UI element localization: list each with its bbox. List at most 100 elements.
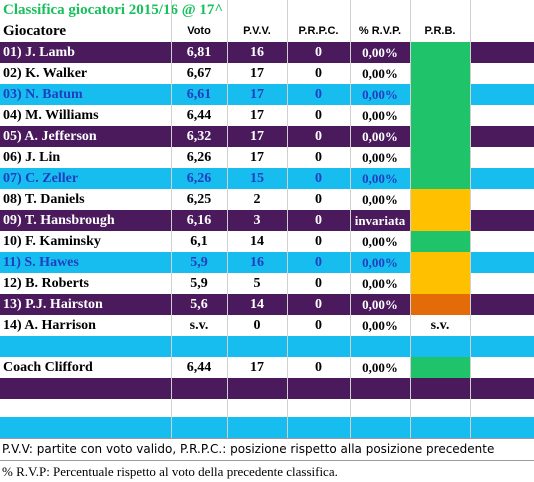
coach-name: Coach Clifford: [3, 360, 93, 375]
cell-prpc: 0: [315, 66, 322, 81]
cell-pvv: 16: [250, 255, 264, 270]
cell-name: 01) J. Lamb: [3, 45, 75, 60]
cell-pvv: 5: [253, 276, 261, 291]
table-row: 13) P.J. Hairston 5,6 14 0 0,00%: [0, 294, 534, 315]
cell-voto: 5,6: [190, 297, 208, 312]
cell-voto: 6,81: [186, 45, 212, 60]
header-name: Giocatore: [3, 23, 67, 39]
cell-prpc: 0: [315, 108, 322, 123]
table-row: 09) T. Hansbrough 6,16 3 0 invariata: [0, 210, 534, 231]
cell-prpc: 0: [315, 318, 322, 333]
cell-pvv: 17: [250, 87, 264, 102]
grid-line: [287, 0, 288, 438]
cell-prb: [410, 105, 470, 126]
spacer-row-purple: [0, 378, 534, 399]
cell-name: 02) K. Walker: [3, 66, 88, 81]
cell-pvv: 16: [250, 45, 264, 60]
cell-name: 07) C. Zeller: [3, 171, 79, 186]
table-row: 08) T. Daniels 6,25 2 0 0,00%: [0, 189, 534, 210]
cell-prpc: 0: [315, 171, 322, 186]
cell-name: 05) A. Jefferson: [3, 129, 97, 144]
cell-voto: 6,16: [186, 213, 212, 228]
cell-prpc: 0: [315, 255, 322, 270]
cell-pvv: 17: [250, 108, 264, 123]
cell-prb: [410, 273, 470, 294]
cell-voto: 6,32: [186, 129, 212, 144]
grid-line: [470, 0, 471, 438]
cell-rvp: 0,00%: [362, 276, 398, 291]
cell-rvp: 0,00%: [362, 234, 398, 249]
cell-prb: [410, 189, 470, 210]
cell-voto: 5,9: [190, 276, 208, 291]
cell-pvv: 2: [253, 192, 261, 207]
cell-prb: [410, 126, 470, 147]
spacer-row-cyan-2: [0, 417, 534, 438]
cell-rvp: 0,00%: [362, 318, 398, 333]
cell-name: 04) M. Williams: [3, 108, 99, 123]
cell-name: 12) B. Roberts: [3, 276, 89, 291]
cell-voto: s.v.: [189, 318, 209, 333]
cell-voto: 6,61: [186, 87, 212, 102]
cell-pvv: 0: [253, 318, 261, 333]
cell-name: 08) T. Daniels: [3, 192, 85, 207]
cell-pvv: 14: [250, 297, 264, 312]
coach-row: Coach Clifford 6,44 17 0 0,00%: [0, 357, 534, 378]
cell-prb: [410, 147, 470, 168]
cell-prb: [410, 294, 470, 315]
cell-rvp: 0,00%: [362, 171, 398, 186]
cell-rvp: 0,00%: [362, 108, 398, 123]
cell-prb: [410, 84, 470, 105]
cell-name: 13) P.J. Hairston: [3, 297, 103, 312]
cell-name: 10) F. Kaminsky: [3, 234, 101, 249]
cell-rvp: 0,00%: [362, 150, 398, 165]
cell-rvp: 0,00%: [362, 297, 398, 312]
header-row: Giocatore Voto P.V.V. P.R.P.C. % R.V.P. …: [0, 21, 534, 42]
header-prpc: P.R.P.C.: [298, 25, 339, 37]
cell-prpc: 0: [315, 192, 322, 207]
table-row: 03) N. Batum 6,61 17 0 0,00%: [0, 84, 534, 105]
cell-voto: 6,44: [186, 108, 212, 123]
cell-prb: [410, 210, 470, 231]
spacer-row-white: [0, 399, 534, 417]
table-row: 02) K. Walker 6,67 17 0 0,00%: [0, 63, 534, 84]
cell-rvp: 0,00%: [362, 192, 398, 207]
spacer-row-cyan: [0, 336, 534, 357]
grid-line: [350, 0, 351, 438]
cell-voto: 6,25: [186, 192, 212, 207]
coach-prpc: 0: [315, 360, 322, 375]
cell-pvv: 3: [253, 213, 261, 228]
cell-voto: 6,26: [186, 171, 212, 186]
cell-pvv: 15: [250, 171, 264, 186]
cell-prpc: 0: [315, 234, 322, 249]
cell-prb: [410, 252, 470, 273]
cell-pvv: 17: [250, 150, 264, 165]
grid-line: [410, 0, 411, 438]
table-row: 10) F. Kaminsky 6,1 14 0 0,00%: [0, 231, 534, 252]
cell-prpc: 0: [315, 213, 322, 228]
cell-rvp: 0,00%: [362, 255, 398, 270]
cell-prpc: 0: [315, 87, 322, 102]
cell-prb: [410, 168, 470, 189]
cell-rvp: 0,00%: [362, 87, 398, 102]
note-legend-2: % R.V.P: Percentuale rispetto al voto de…: [0, 460, 534, 481]
cell-voto: 6,26: [186, 150, 212, 165]
cell-prb: [410, 231, 470, 252]
table-row: 07) C. Zeller 6,26 15 0 0,00%: [0, 168, 534, 189]
table-row: 14) A. Harrison s.v. 0 0 0,00% s.v.: [0, 315, 534, 336]
grid-line: [171, 0, 172, 438]
cell-prb: s.v.: [430, 318, 450, 333]
cell-rvp: invariata: [354, 213, 406, 228]
cell-pvv: 17: [250, 66, 264, 81]
coach-voto: 6,44: [186, 360, 212, 375]
cell-pvv: 17: [250, 129, 264, 144]
header-voto: Voto: [187, 25, 211, 37]
cell-voto: 6,67: [186, 66, 212, 81]
title-row: Classifica giocatori 2015/16 @ 17^: [0, 0, 534, 21]
header-pvv: P.V.V.: [243, 25, 271, 37]
cell-prpc: 0: [315, 276, 322, 291]
coach-rvp: 0,00%: [362, 360, 398, 375]
cell-name: 11) S. Hawes: [3, 255, 79, 270]
cell-name: 06) J. Lin: [3, 150, 61, 165]
cell-prpc: 0: [315, 45, 322, 60]
